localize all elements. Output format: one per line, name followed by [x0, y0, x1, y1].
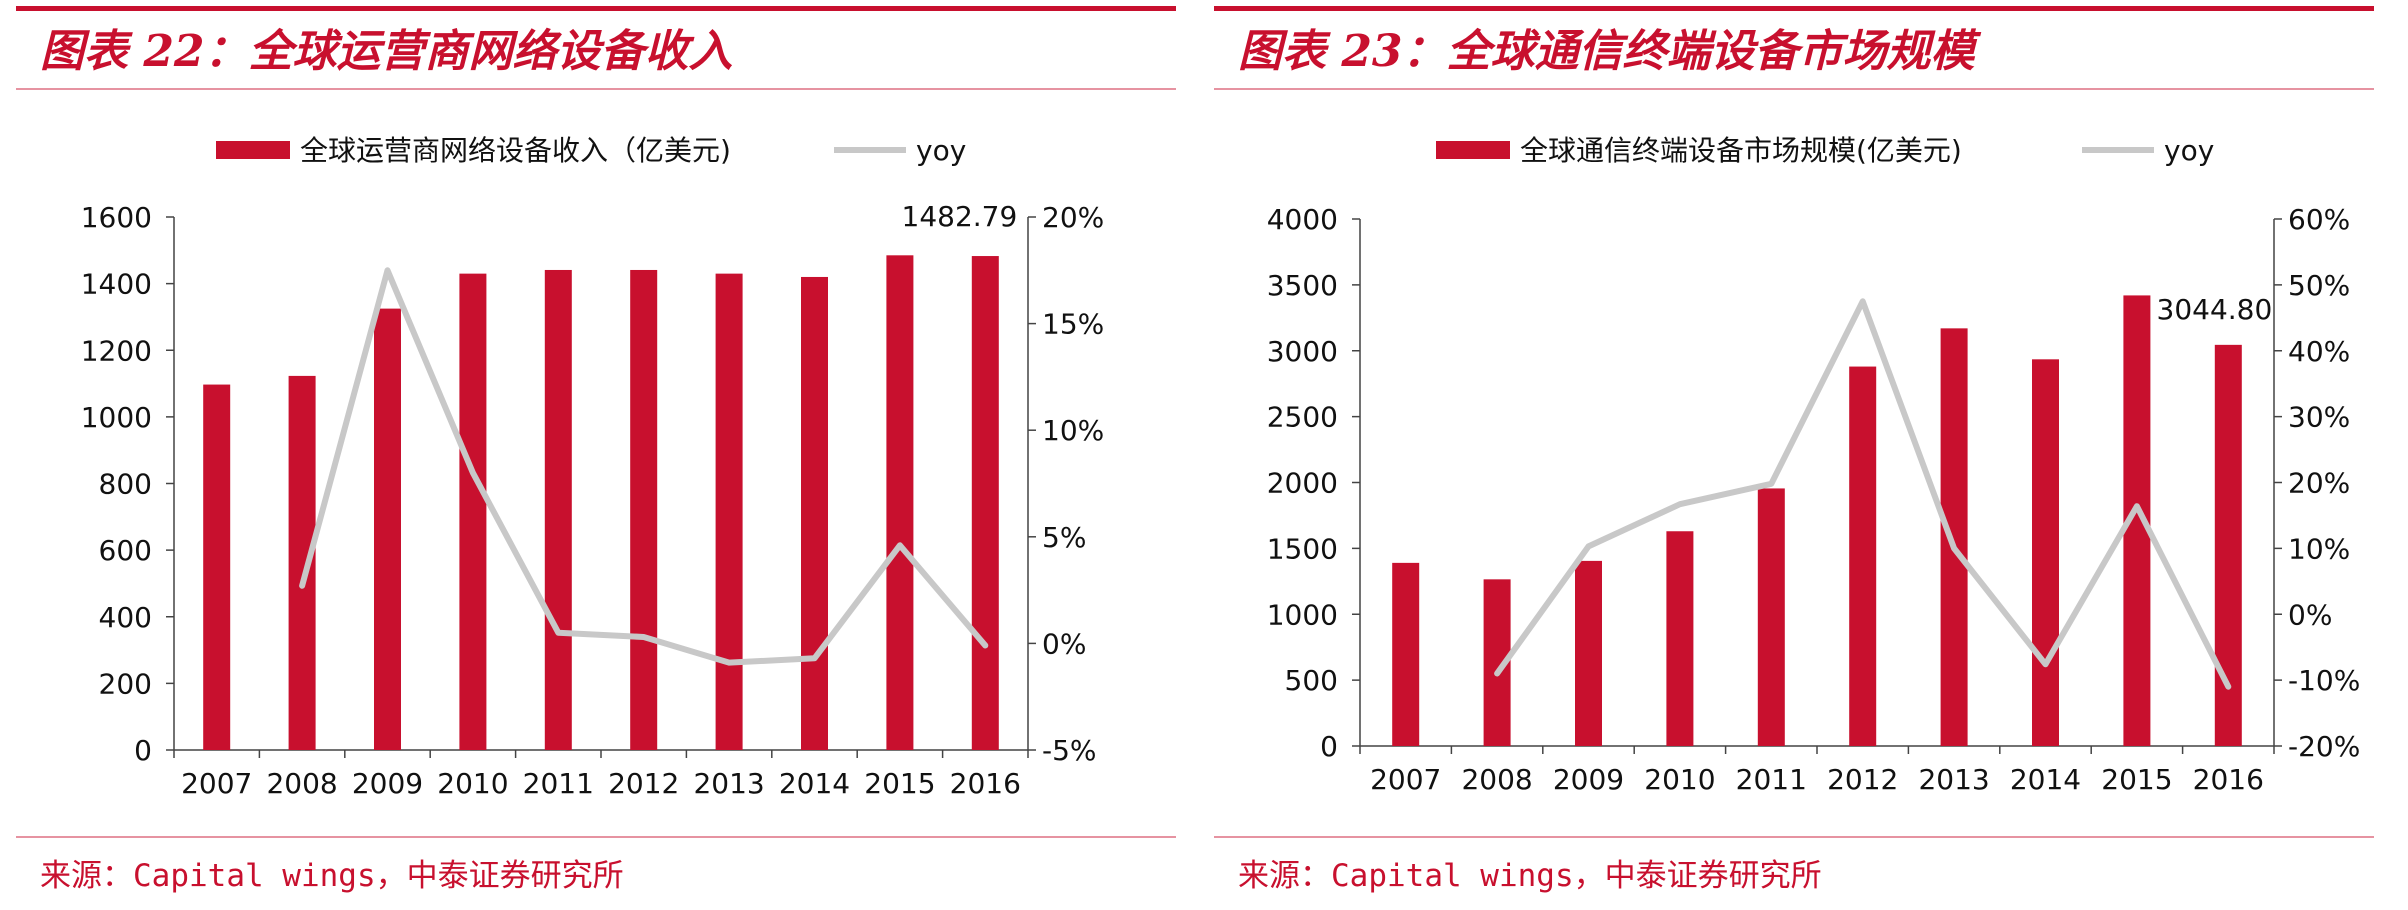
- right-tick-label: 5%: [1042, 521, 1086, 554]
- bar: [459, 273, 487, 750]
- x-tick-label: 2008: [1461, 763, 1532, 796]
- figure-23-panel: 图表 23：全球通信终端设备市场规模 全球通信终端设备市场规模(亿美元) yoy 0…: [1214, 0, 2374, 910]
- x-tick-label: 2010: [437, 767, 508, 800]
- right-tick-label: 60%: [2288, 203, 2350, 236]
- x-tick-label: 2015: [864, 767, 935, 800]
- x-tick-label: 2009: [352, 767, 423, 800]
- right-tick-label: 40%: [2288, 335, 2350, 368]
- x-tick-label: 2010: [1644, 763, 1715, 796]
- left-tick-label: 3500: [1267, 269, 1338, 302]
- right-tick-label: 10%: [1042, 414, 1104, 447]
- source-note: 来源：Capital wings，中泰证券研究所: [1238, 858, 1822, 894]
- left-tick-label: 0: [134, 734, 152, 767]
- title-divider: [16, 88, 1176, 90]
- left-tick-label: 500: [1285, 664, 1338, 697]
- right-tick-label: 0%: [1042, 627, 1086, 660]
- x-tick-label: 2016: [2193, 763, 2264, 796]
- bar: [886, 255, 914, 750]
- left-tick-label: 0: [1320, 730, 1338, 763]
- left-tick-label: 1400: [81, 268, 152, 301]
- revenue-chart: 全球运营商网络设备收入（亿美元) yoy 0 200 400 600 800 1000 1200…: [81, 134, 1105, 800]
- left-tick-label: 1000: [81, 401, 152, 434]
- bar: [1666, 531, 1694, 746]
- bottom-divider: [16, 836, 1176, 838]
- legend-label-line: yoy: [2164, 134, 2214, 167]
- x-tick-label: 2012: [608, 767, 679, 800]
- left-tick-label: 4000: [1267, 203, 1338, 236]
- x-tick-label: 2013: [693, 767, 764, 800]
- bar: [1392, 562, 1420, 746]
- x-tick-label: 2009: [1553, 763, 1624, 796]
- top-rule: [16, 6, 1176, 11]
- figure-22-panel: 图表 22：全球运营商网络设备收入 全球运营商网络设备收入（亿美元) yoy 0 20…: [16, 0, 1176, 910]
- yoy-line: [299, 267, 989, 666]
- bar: [2214, 344, 2242, 746]
- data-label: 1482.79: [902, 200, 1018, 233]
- x-tick-label: 2014: [2010, 763, 2081, 796]
- right-tick-label: 15%: [1042, 308, 1104, 341]
- x-tick-label: 2013: [1918, 763, 1989, 796]
- legend-label-line: yoy: [916, 134, 966, 167]
- x-tick-label: 2012: [1827, 763, 1898, 796]
- x-tick-label: 2015: [2101, 763, 2172, 796]
- figure-title: 图表 23：全球通信终端设备市场规模: [1238, 26, 1975, 77]
- right-tick-label: 30%: [2288, 401, 2350, 434]
- source-note: 来源：Capital wings，中泰证券研究所: [40, 858, 624, 894]
- legend-swatch-bar: [1436, 141, 1510, 159]
- top-rule: [1214, 6, 2374, 11]
- left-tick-label: 1600: [81, 201, 152, 234]
- bar: [203, 384, 231, 750]
- left-tick-label: 3000: [1267, 335, 1338, 368]
- x-tick-label: 2011: [1736, 763, 1807, 796]
- bar: [801, 276, 828, 750]
- bar: [374, 308, 401, 750]
- left-tick-label: 1500: [1267, 532, 1338, 565]
- x-tick-label: 2007: [181, 767, 252, 800]
- title-divider: [1214, 88, 2374, 90]
- left-tick-label: 600: [99, 534, 152, 567]
- right-tick-label: -10%: [2288, 664, 2360, 697]
- bar: [971, 256, 999, 750]
- left-tick-label: 2500: [1267, 401, 1338, 434]
- right-tick-label: -5%: [1042, 734, 1097, 767]
- legend-swatch-bar: [216, 141, 290, 159]
- x-tick-label: 2016: [950, 767, 1021, 800]
- legend-label-bar: 全球通信终端设备市场规模(亿美元): [1520, 134, 1962, 167]
- terminal-market-chart: 全球通信终端设备市场规模(亿美元) yoy 0 500 1000 1500 2000 2500…: [1267, 134, 2361, 796]
- bar: [544, 269, 572, 750]
- x-tick-label: 2011: [523, 767, 594, 800]
- right-tick-label: 0%: [2288, 598, 2332, 631]
- right-tick-label: 50%: [2288, 269, 2350, 302]
- bar: [715, 273, 743, 750]
- left-tick-label: 2000: [1267, 467, 1338, 500]
- bar: [1849, 366, 1877, 746]
- x-tick-label: 2008: [266, 767, 337, 800]
- bar: [2032, 359, 2059, 746]
- left-tick-label: 1200: [81, 334, 152, 367]
- left-tick-label: 400: [99, 601, 152, 634]
- bar: [1757, 488, 1785, 746]
- yoy-line: [1494, 298, 2232, 690]
- bar: [1575, 560, 1602, 746]
- bar: [288, 375, 316, 750]
- right-tick-label: 10%: [2288, 532, 2350, 565]
- bar: [1940, 328, 1968, 746]
- right-tick-label: 20%: [1042, 201, 1104, 234]
- right-tick-label: -20%: [2288, 730, 2360, 763]
- figure-title: 图表 22：全球运营商网络设备收入: [40, 26, 733, 77]
- left-tick-label: 200: [99, 667, 152, 700]
- bottom-divider: [1214, 836, 2374, 838]
- data-label: 3044.80: [2157, 293, 2273, 326]
- x-tick-label: 2014: [779, 767, 850, 800]
- x-tick-label: 2007: [1370, 763, 1441, 796]
- left-tick-label: 800: [99, 468, 152, 501]
- left-tick-label: 1000: [1267, 598, 1338, 631]
- bar: [630, 269, 658, 750]
- right-tick-label: 20%: [2288, 467, 2350, 500]
- legend-label-bar: 全球运营商网络设备收入（亿美元): [300, 134, 731, 167]
